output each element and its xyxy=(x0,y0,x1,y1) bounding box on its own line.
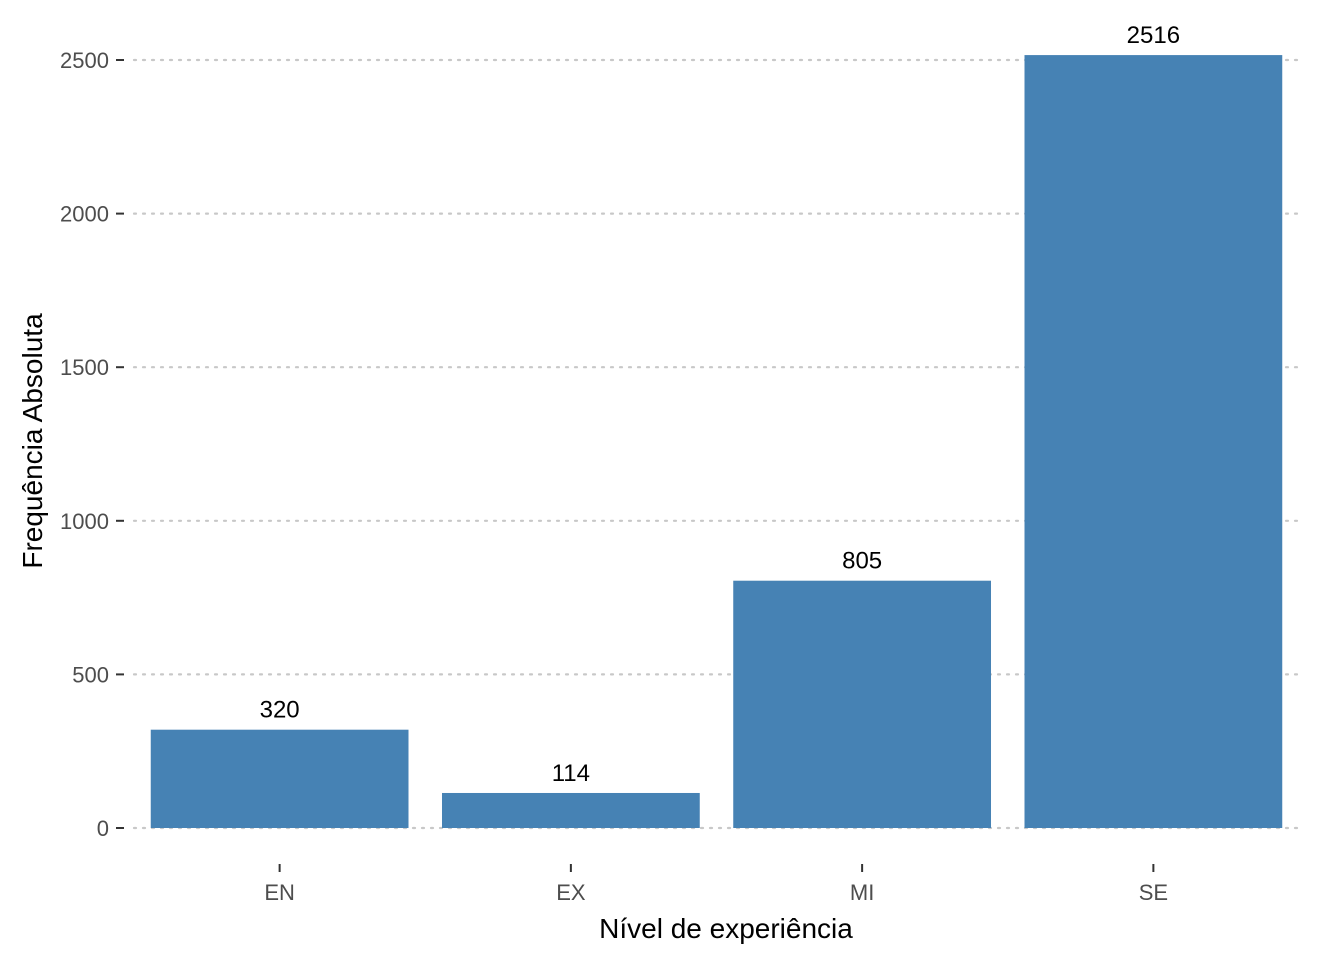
y-tick-label: 500 xyxy=(72,662,109,687)
x-tick-label: MI xyxy=(850,880,874,905)
bar-mi xyxy=(733,580,992,828)
x-tick-label: EX xyxy=(556,880,586,905)
data-label-ex: 114 xyxy=(552,760,590,787)
x-axis: EN EX MI SE xyxy=(264,864,1168,905)
x-tick-label: EN xyxy=(264,880,295,905)
bars xyxy=(150,55,1283,829)
x-axis-title: Nível de experiência xyxy=(599,913,853,944)
y-tick-label: 2000 xyxy=(60,202,109,227)
bar-ex xyxy=(441,792,700,828)
data-label-mi: 805 xyxy=(842,548,882,575)
bar-en xyxy=(150,729,409,828)
x-tick-label: SE xyxy=(1139,880,1168,905)
y-tick-label: 1500 xyxy=(60,355,109,380)
y-tick-label: 1000 xyxy=(60,509,109,534)
y-tick-label: 0 xyxy=(97,816,109,841)
data-label-se: 2516 xyxy=(1127,22,1180,49)
data-label-en: 320 xyxy=(260,697,300,724)
y-tick-label: 2500 xyxy=(60,48,109,73)
data-labels: 320 114 805 2516 xyxy=(260,22,1180,787)
bar-se xyxy=(1024,55,1283,829)
y-axis: 0 500 1000 1500 2000 2500 xyxy=(60,48,124,841)
y-axis-title: Frequência Absoluta xyxy=(17,313,48,569)
